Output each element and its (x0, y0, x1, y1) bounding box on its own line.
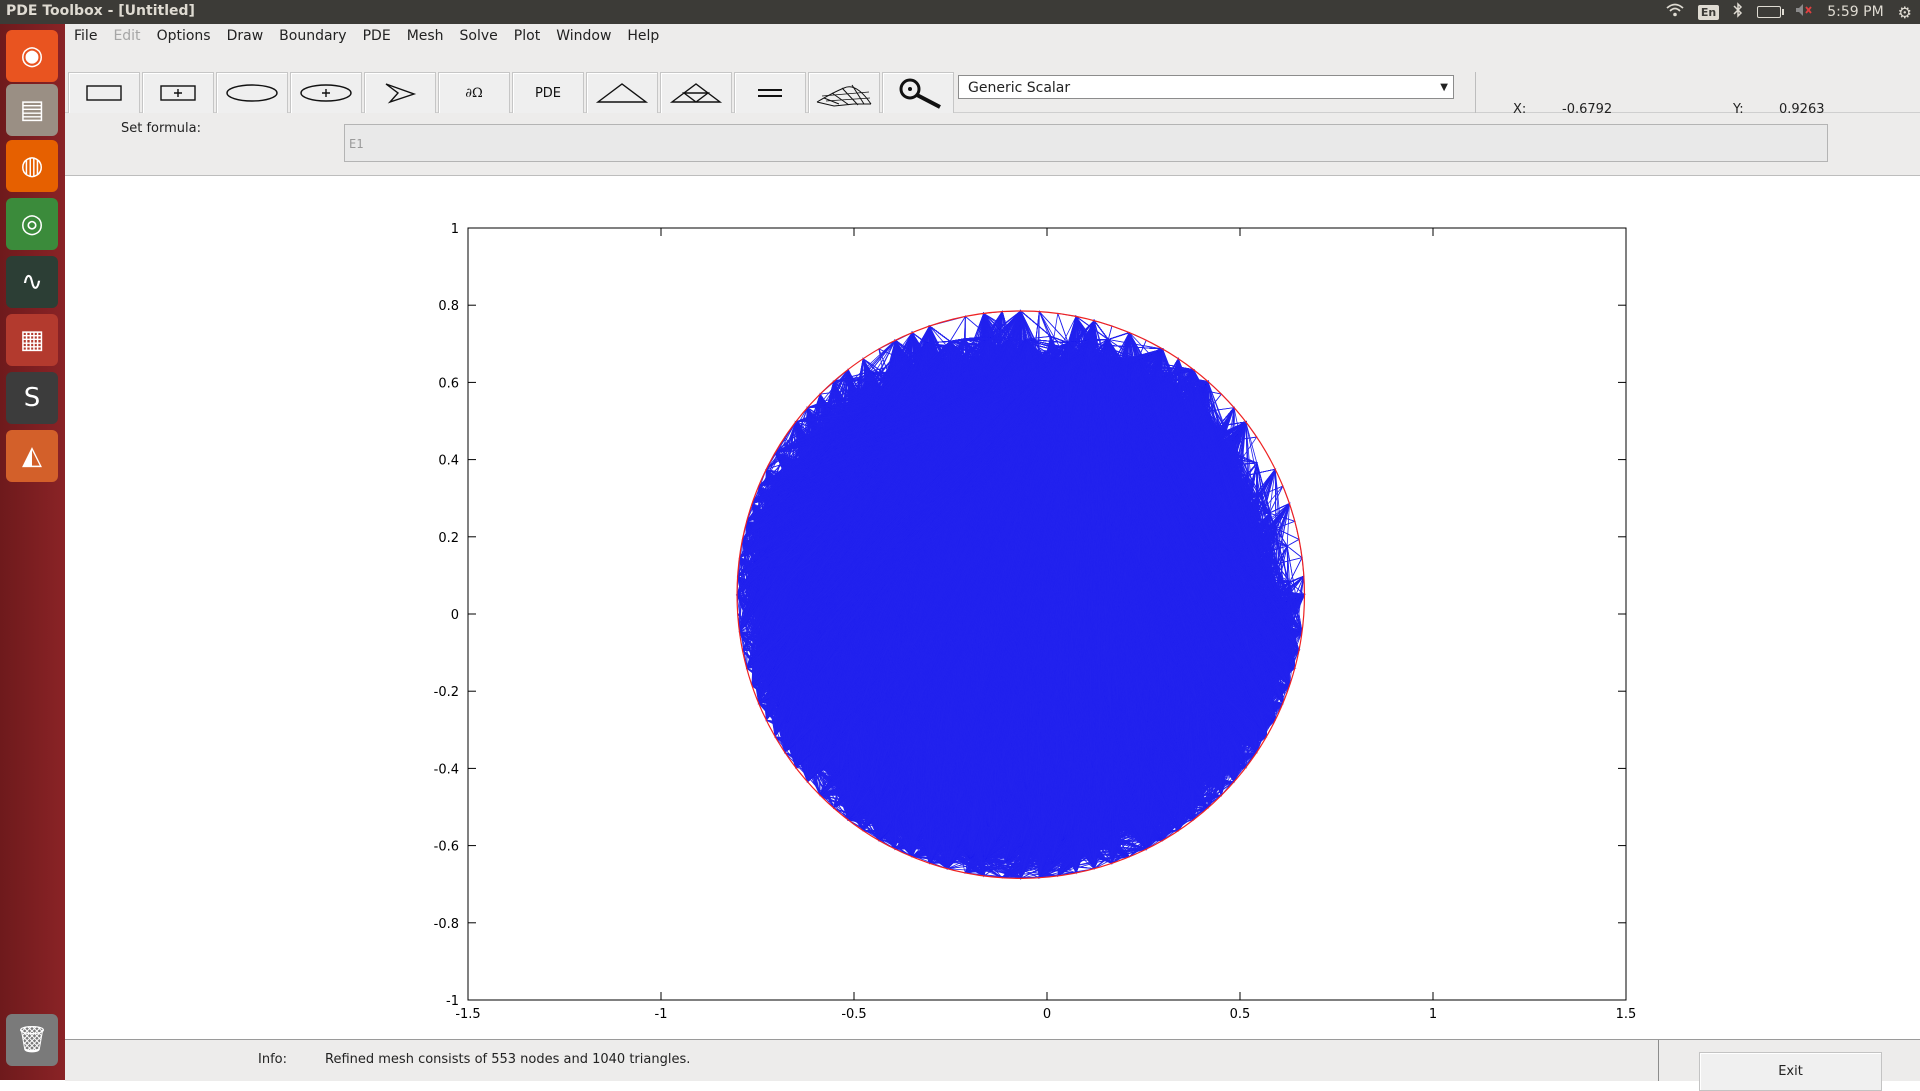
settings-gear-icon[interactable]: ⚙ (1898, 3, 1912, 22)
menu-plot[interactable]: Plot (514, 28, 540, 44)
pde-button-label: PDE (535, 86, 561, 101)
menu-file[interactable]: File (74, 28, 97, 44)
bluetooth-icon[interactable] (1733, 2, 1743, 22)
draw-centered-rectangle-button[interactable] (142, 72, 214, 114)
matlab-icon[interactable]: ◭ (6, 430, 58, 482)
chevron-down-icon: ▼ (1440, 76, 1448, 100)
wifi-icon[interactable] (1666, 3, 1684, 21)
menu-edit[interactable]: Edit (113, 28, 140, 44)
boundary-mode-button[interactable]: ∂Ω (438, 72, 510, 114)
launcher-sidebar: ◉ ▤ ◍ ◎ ∿ ▦ S ◭ 🗑 (0, 24, 65, 1080)
menu-solve[interactable]: Solve (460, 28, 498, 44)
draw-centered-ellipse-button[interactable] (290, 72, 362, 114)
equation-type-value: Generic Scalar (968, 80, 1070, 96)
clock[interactable]: 5:59 PM (1827, 4, 1883, 20)
menu-options[interactable]: Options (157, 28, 211, 44)
menu-help[interactable]: Help (627, 28, 659, 44)
boundary-mode-label: ∂Ω (465, 86, 483, 101)
battery-icon[interactable] (1757, 6, 1785, 18)
set-formula-input[interactable]: E1 (344, 124, 1828, 162)
files-icon[interactable]: ▤ (6, 84, 58, 136)
volume-muted-icon[interactable] (1795, 3, 1813, 21)
mesh-triangles (735, 309, 1306, 880)
pde-toolbox-window: File Edit Options Draw Boundary PDE Mesh Solve P… (65, 24, 1920, 1091)
menu-draw[interactable]: Draw (227, 28, 264, 44)
initialize-mesh-button[interactable] (586, 72, 658, 114)
system-monitor-icon[interactable]: ∿ (6, 256, 58, 308)
draw-rectangle-button[interactable] (68, 72, 140, 114)
menu-window[interactable]: Window (556, 28, 611, 44)
zoom-button[interactable] (882, 72, 954, 114)
calendar-app-icon[interactable]: ▦ (6, 314, 58, 366)
refine-mesh-button[interactable] (660, 72, 732, 114)
mesh-plot[interactable]: -1.5 -1 -0.5 0 0.5 1 1.510.80.60.40.20-0.2-0.4… (65, 176, 1920, 1039)
toolbar: ∂Ω PDE Generic Scalar ▼ X: -0.6792 Y: 0.… (65, 48, 1920, 136)
set-formula-bar: Set formula: E1 (65, 113, 1920, 176)
ubuntu-icon[interactable]: ◉ (6, 30, 58, 82)
menu-mesh[interactable]: Mesh (407, 28, 444, 44)
firefox-icon[interactable]: ◍ (6, 140, 58, 192)
set-formula-label: Set formula: (121, 121, 201, 136)
y-coordinate-label: Y: (1733, 102, 1744, 117)
draw-polygon-button[interactable] (364, 72, 436, 114)
pde-specification-button[interactable]: PDE (512, 72, 584, 114)
plot-solution-button[interactable] (808, 72, 880, 114)
equation-type-dropdown[interactable]: Generic Scalar ▼ (958, 75, 1454, 99)
keyboard-language-indicator[interactable]: En (1697, 4, 1720, 20)
menubar: File Edit Options Draw Boundary PDE Mesh Solve P… (65, 24, 1920, 48)
sublime-text-icon[interactable]: S (6, 372, 58, 424)
menu-pde[interactable]: PDE (363, 28, 391, 44)
solve-pde-button[interactable] (734, 72, 806, 114)
trash-icon[interactable]: 🗑 (6, 1014, 58, 1066)
draw-ellipse-button[interactable] (216, 72, 288, 114)
system-tray: En 5:59 PM ⚙ (1666, 2, 1912, 22)
plot-area[interactable]: -1.5 -1 -0.5 0 0.5 1 1.5 1 0.8 0.6 0.4 0.2 0 -0.2 -0.4… (65, 176, 1920, 1039)
menu-boundary[interactable]: Boundary (279, 28, 346, 44)
window-title: PDE Toolbox - [Untitled] (6, 3, 195, 19)
chrome-icon[interactable]: ◎ (6, 198, 58, 250)
system-top-bar: PDE Toolbox - [Untitled] En 5:59 PM ⚙ (0, 0, 1920, 24)
